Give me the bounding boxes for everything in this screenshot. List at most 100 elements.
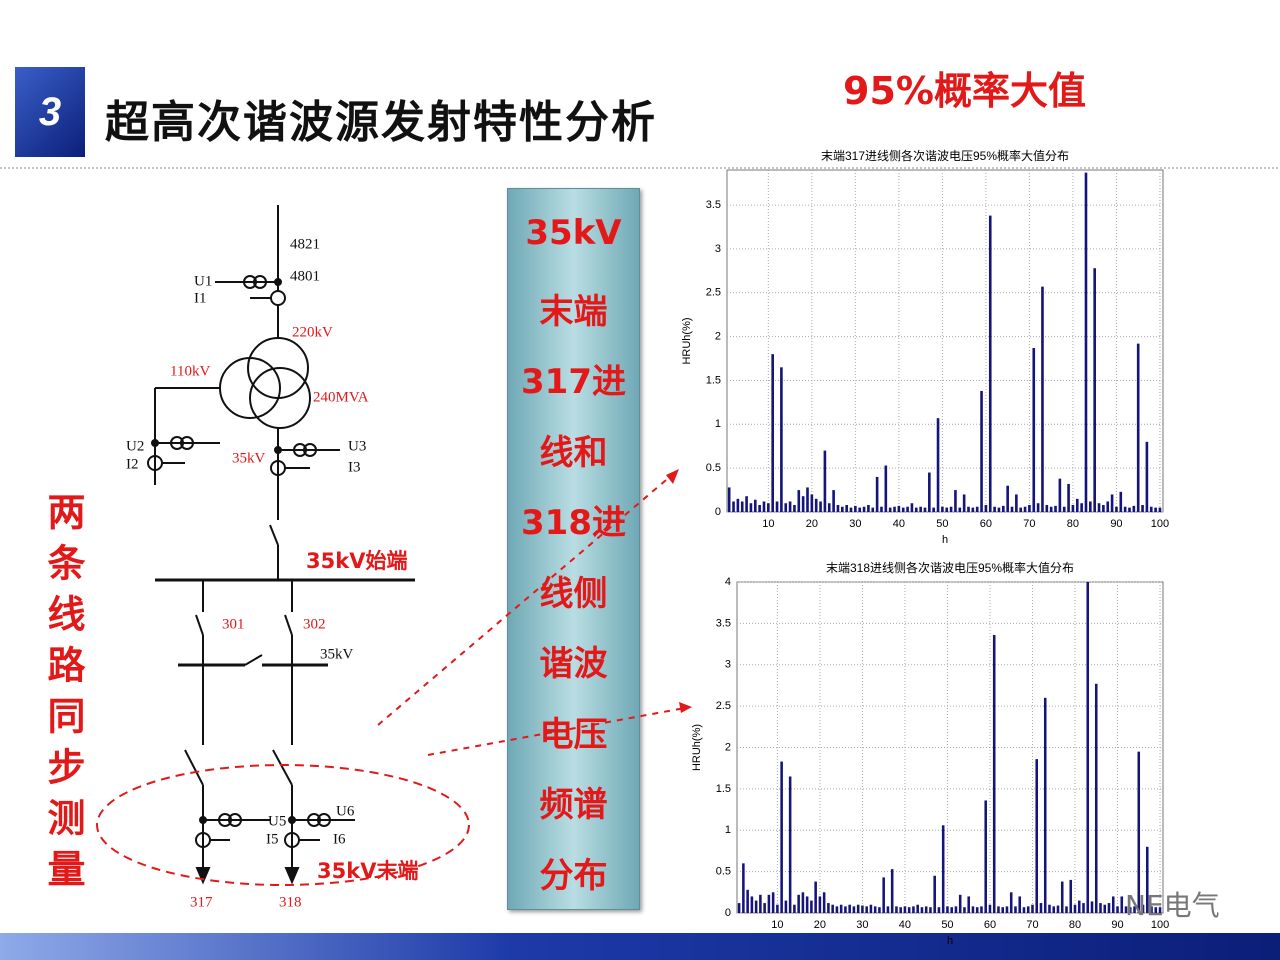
bar <box>867 504 870 512</box>
diagram-label: 110kV <box>170 363 210 379</box>
bar <box>762 501 766 512</box>
center-label-line: 电压 <box>539 714 608 755</box>
bar <box>1154 507 1157 512</box>
bar <box>745 496 748 512</box>
bar <box>805 896 809 913</box>
x-tick-label: 20 <box>806 518 818 530</box>
bar <box>1116 906 1119 913</box>
diagram-label: 35kV <box>232 450 266 466</box>
diagram-label: 301 <box>222 616 245 632</box>
bar <box>967 896 970 913</box>
center-label-line: 线和 <box>539 432 608 473</box>
bar <box>1084 172 1088 512</box>
bar <box>888 507 892 512</box>
bar <box>742 863 745 913</box>
bar <box>1137 751 1141 913</box>
bar <box>1132 505 1136 512</box>
bar <box>801 892 805 913</box>
bar <box>988 215 992 512</box>
bar <box>1069 879 1073 913</box>
bar <box>984 800 987 913</box>
bar <box>945 507 949 512</box>
plot-area <box>726 169 1164 513</box>
bar <box>810 900 813 913</box>
bar <box>1054 505 1057 512</box>
bar <box>754 900 758 913</box>
diagram-label: I5 <box>266 831 279 847</box>
bar <box>928 472 931 512</box>
y-tick-label: 0 <box>725 907 731 919</box>
y-tick-label: 1 <box>725 824 731 836</box>
bar <box>1128 907 1132 913</box>
bar <box>971 507 975 512</box>
bar <box>1028 504 1031 512</box>
bar <box>759 894 762 913</box>
bar <box>780 367 783 512</box>
bar <box>839 904 843 913</box>
bar <box>852 906 856 913</box>
bar <box>988 904 992 913</box>
bar <box>832 490 835 512</box>
bar <box>997 906 1000 913</box>
center-label-line: 317进 <box>521 362 626 402</box>
bar <box>1075 498 1079 512</box>
bar <box>797 490 801 512</box>
bar <box>871 507 875 512</box>
bar <box>763 903 766 913</box>
bar <box>929 907 932 913</box>
bar <box>746 889 749 913</box>
bar <box>919 506 922 512</box>
bar <box>784 900 788 913</box>
bar <box>841 506 844 512</box>
bar <box>1086 582 1090 913</box>
x-tick-label: 10 <box>771 919 783 931</box>
bar <box>897 505 901 512</box>
x-tick-label: 70 <box>1023 518 1035 530</box>
bar <box>1010 506 1014 512</box>
bar <box>980 390 983 512</box>
bar <box>1099 903 1102 913</box>
bar <box>865 906 868 913</box>
bar <box>992 634 996 913</box>
bar <box>958 507 962 512</box>
bar <box>758 504 761 512</box>
bar <box>949 506 953 512</box>
bar <box>1023 506 1027 512</box>
diagram-label: U1 <box>194 273 212 289</box>
bar <box>971 906 975 913</box>
bar <box>1062 506 1066 512</box>
diagram-label: 220kV <box>292 324 333 340</box>
bar <box>788 501 792 512</box>
center-label-box: 35kV 末端 317进 线和 318进 线侧 谐波 电压 频谱 分布 <box>507 188 640 910</box>
y-tick-label: 1.5 <box>716 783 731 795</box>
bar <box>1080 503 1083 512</box>
center-label-line: 谐波 <box>539 644 608 684</box>
bar <box>963 907 966 913</box>
arrowhead <box>679 702 692 713</box>
bar <box>788 776 792 913</box>
x-tick-label: 60 <box>980 518 992 530</box>
bar <box>1090 901 1094 913</box>
y-tick-label: 3 <box>725 659 731 671</box>
x-tick-label: 100 <box>1151 518 1169 530</box>
bar <box>814 881 817 913</box>
bar <box>882 877 885 913</box>
bar <box>823 450 827 512</box>
diagram-label: 240MVA <box>313 389 369 405</box>
x-tick-label: 30 <box>849 518 861 530</box>
bar <box>776 904 779 913</box>
side-label: 两条线路同步测量 <box>41 492 85 900</box>
diagram-label: U3 <box>348 438 366 454</box>
x-tick-label: 20 <box>814 919 826 931</box>
bar <box>736 498 740 512</box>
x-tick-label: 60 <box>984 919 996 931</box>
bar <box>767 503 770 512</box>
bar <box>831 904 834 913</box>
x-tick-label: 100 <box>1151 919 1169 931</box>
bar <box>903 906 907 913</box>
diagram-label: I3 <box>348 459 361 475</box>
y-tick-label: 1.5 <box>706 374 721 386</box>
bar <box>878 907 881 913</box>
